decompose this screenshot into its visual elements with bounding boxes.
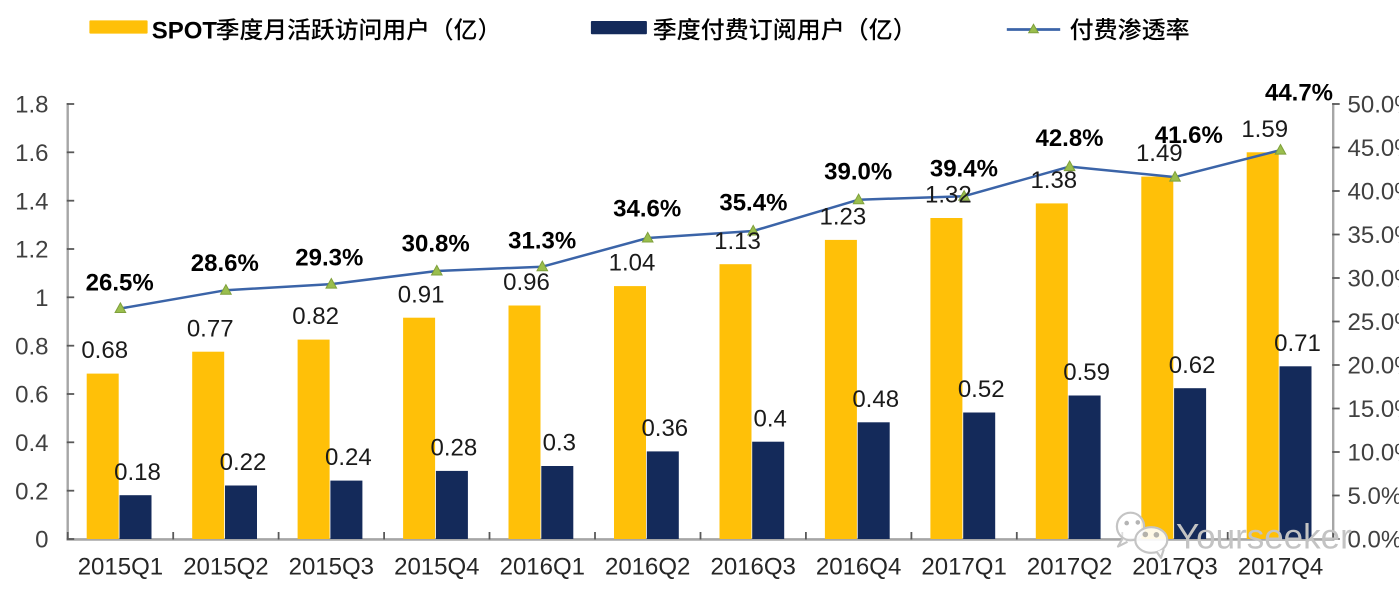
svg-text:0.59: 0.59 xyxy=(1063,359,1110,386)
svg-text:2015Q1: 2015Q1 xyxy=(78,554,163,581)
svg-text:35.4%: 35.4% xyxy=(719,190,787,217)
svg-text:0.6: 0.6 xyxy=(15,382,48,409)
svg-text:0.28: 0.28 xyxy=(431,435,478,462)
svg-text:0.0%: 0.0% xyxy=(1348,527,1399,554)
svg-text:39.4%: 39.4% xyxy=(930,155,998,182)
svg-text:1.13: 1.13 xyxy=(714,228,761,255)
svg-text:1.04: 1.04 xyxy=(609,250,656,277)
svg-text:2016Q1: 2016Q1 xyxy=(500,554,585,581)
svg-text:1: 1 xyxy=(35,285,48,312)
svg-text:31.3%: 31.3% xyxy=(508,227,576,254)
svg-text:0.77: 0.77 xyxy=(187,315,234,342)
svg-text:2017Q4: 2017Q4 xyxy=(1238,554,1323,581)
svg-text:15.0%: 15.0% xyxy=(1348,396,1399,423)
svg-text:0.62: 0.62 xyxy=(1169,352,1216,379)
svg-text:2017Q3: 2017Q3 xyxy=(1132,554,1217,581)
svg-text:2017Q2: 2017Q2 xyxy=(1027,554,1112,581)
svg-text:1.32: 1.32 xyxy=(925,182,972,209)
svg-text:1.2: 1.2 xyxy=(15,237,48,264)
svg-text:1.38: 1.38 xyxy=(1030,167,1077,194)
svg-text:30.8%: 30.8% xyxy=(402,230,470,257)
svg-text:0.24: 0.24 xyxy=(325,444,372,471)
svg-text:44.7%: 44.7% xyxy=(1265,80,1333,107)
svg-text:2015Q2: 2015Q2 xyxy=(183,554,268,581)
svg-text:0.36: 0.36 xyxy=(641,415,688,442)
svg-text:2015Q4: 2015Q4 xyxy=(394,554,479,581)
svg-text:40.0%: 40.0% xyxy=(1348,179,1399,206)
svg-text:0.22: 0.22 xyxy=(220,449,267,476)
svg-text:0.82: 0.82 xyxy=(292,303,339,330)
svg-text:2017Q1: 2017Q1 xyxy=(921,554,1006,581)
svg-text:5.0%: 5.0% xyxy=(1348,483,1399,510)
svg-text:2015Q3: 2015Q3 xyxy=(289,554,374,581)
svg-text:2016Q3: 2016Q3 xyxy=(710,554,795,581)
svg-text:1.23: 1.23 xyxy=(820,204,867,231)
svg-text:0.3: 0.3 xyxy=(543,430,576,457)
svg-text:42.8%: 42.8% xyxy=(1035,125,1103,152)
svg-text:1.59: 1.59 xyxy=(1241,116,1288,143)
svg-text:34.6%: 34.6% xyxy=(613,196,681,223)
svg-text:0.91: 0.91 xyxy=(398,281,445,308)
svg-text:SPOT: SPOT xyxy=(152,17,218,44)
svg-text:50.0%: 50.0% xyxy=(1348,92,1399,119)
svg-text:Yourseeker: Yourseeker xyxy=(1176,518,1352,557)
svg-text:1.4: 1.4 xyxy=(15,188,48,215)
svg-text:2016Q4: 2016Q4 xyxy=(816,554,901,581)
svg-text:0.52: 0.52 xyxy=(958,376,1005,403)
svg-text:28.6%: 28.6% xyxy=(191,250,259,277)
svg-text:0.71: 0.71 xyxy=(1274,330,1321,357)
svg-text:26.5%: 26.5% xyxy=(86,269,154,296)
svg-text:1.6: 1.6 xyxy=(15,140,48,167)
svg-text:0.96: 0.96 xyxy=(503,269,550,296)
svg-text:0.68: 0.68 xyxy=(81,337,128,364)
svg-text:29.3%: 29.3% xyxy=(295,244,363,271)
svg-text:39.0%: 39.0% xyxy=(824,159,892,186)
svg-text:0.2: 0.2 xyxy=(15,478,48,505)
svg-text:25.0%: 25.0% xyxy=(1348,309,1399,336)
svg-text:0.4: 0.4 xyxy=(754,405,787,432)
svg-text:35.0%: 35.0% xyxy=(1348,222,1399,249)
svg-text:0.8: 0.8 xyxy=(15,333,48,360)
svg-text:20.0%: 20.0% xyxy=(1348,353,1399,380)
svg-text:45.0%: 45.0% xyxy=(1348,135,1399,162)
svg-text:41.6%: 41.6% xyxy=(1155,122,1223,149)
svg-text:0.18: 0.18 xyxy=(114,459,161,486)
svg-text:2016Q2: 2016Q2 xyxy=(605,554,690,581)
svg-text:1.8: 1.8 xyxy=(15,92,48,119)
svg-text:0.48: 0.48 xyxy=(852,386,899,413)
svg-text:30.0%: 30.0% xyxy=(1348,266,1399,293)
svg-text:1.49: 1.49 xyxy=(1136,140,1183,167)
svg-text:0.4: 0.4 xyxy=(15,430,48,457)
svg-text:0: 0 xyxy=(35,527,48,554)
svg-text:10.0%: 10.0% xyxy=(1348,440,1399,467)
